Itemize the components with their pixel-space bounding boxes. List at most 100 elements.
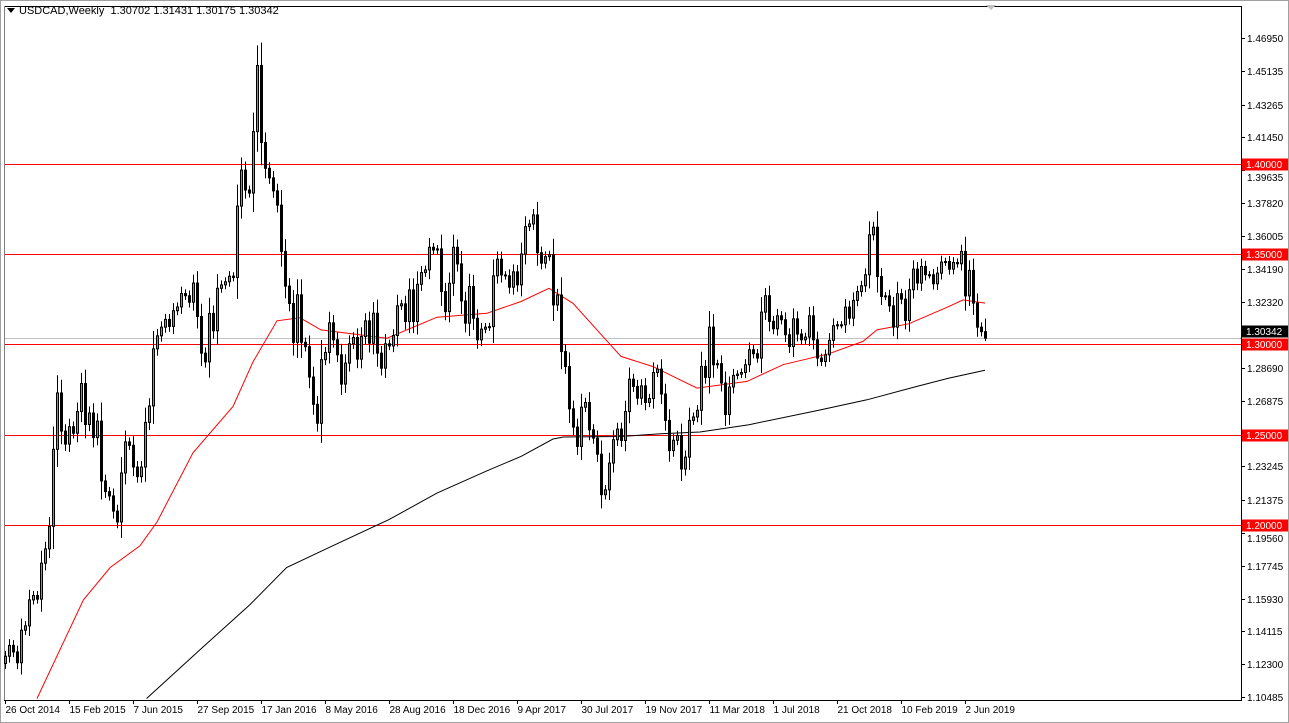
dropdown-triangle-icon[interactable]: [7, 8, 15, 13]
candle-bear: [848, 306, 851, 319]
candle-bull: [760, 311, 763, 359]
y-tick-label: 1.14115: [1247, 627, 1283, 638]
candle-bear: [168, 318, 171, 327]
candle-bull: [396, 305, 399, 336]
candle-bull: [496, 258, 499, 277]
candle-bull: [688, 419, 691, 458]
candle-bull: [860, 285, 863, 293]
candle-bear: [380, 352, 383, 369]
candle-bear: [984, 331, 987, 339]
level-price-label-bg: [1242, 519, 1288, 532]
candle-bull: [872, 226, 875, 236]
candle-bear: [592, 429, 595, 439]
candle-bull: [372, 312, 375, 344]
candle-bull: [580, 406, 583, 447]
candle-bear: [900, 293, 903, 300]
plot-area[interactable]: [4, 6, 1242, 701]
candle-bull: [608, 462, 611, 491]
candle-bear: [800, 333, 803, 341]
candle-bear: [472, 285, 475, 319]
candle-bull: [484, 326, 487, 330]
candle-bear: [572, 408, 575, 428]
candle-bull: [156, 335, 159, 350]
candle-bear: [632, 378, 635, 387]
level-price-label-bg: [1242, 158, 1288, 171]
candle-bear: [720, 363, 723, 384]
candle-bear: [336, 339, 339, 356]
candle-bull: [824, 354, 827, 362]
candle-bear: [136, 466, 139, 478]
level-price-label-bg: [1242, 338, 1288, 351]
candle-bull: [424, 269, 427, 274]
candle-bear: [332, 322, 335, 341]
candle-bull: [532, 214, 535, 225]
candle-bear: [132, 444, 135, 468]
candle-bull: [172, 310, 175, 327]
candle-bear: [376, 312, 379, 354]
candle-bear: [308, 346, 311, 378]
candle-bull: [88, 412, 91, 426]
candle-bull: [480, 328, 483, 341]
candle-bull: [252, 131, 255, 194]
candle-bear: [340, 354, 343, 385]
level-price-label-bg: [1242, 248, 1288, 261]
x-tick-label: 27 Sep 2015: [198, 705, 255, 716]
candle-bear: [64, 430, 67, 445]
candle-bear: [788, 334, 791, 347]
y-tick-label: 1.19560: [1247, 534, 1284, 545]
candle-bull: [556, 294, 559, 306]
candle-bear: [204, 352, 207, 363]
candle-bear: [620, 428, 623, 441]
candle-bull: [828, 339, 831, 356]
candle-bull: [832, 325, 835, 341]
candle-bear: [956, 261, 959, 265]
candle-bear: [128, 441, 131, 446]
candle-bear: [288, 285, 291, 304]
candle-bear: [100, 420, 103, 482]
candle-bull: [968, 269, 971, 297]
candle-bull: [28, 599, 31, 627]
candle-bear: [588, 402, 591, 431]
candle-bear: [356, 336, 359, 360]
candle-bear: [456, 246, 459, 265]
level-price-label: 1.35000: [1246, 250, 1283, 261]
y-tick-label: 1.12300: [1247, 660, 1284, 671]
candle-bear: [16, 651, 19, 664]
candle-bear: [812, 315, 815, 341]
candle-bull: [528, 223, 531, 228]
candle-bear: [284, 250, 287, 287]
candle-bull: [652, 372, 655, 400]
candle-bear: [316, 403, 319, 424]
candle-bull: [384, 343, 387, 369]
candle-bull: [492, 275, 495, 328]
candle-bull: [884, 295, 887, 298]
candle-bear: [664, 393, 667, 421]
candle-bull: [920, 265, 923, 284]
level-price-label: 1.20000: [1246, 521, 1283, 532]
candle-bear: [268, 167, 271, 179]
candle-bull: [192, 282, 195, 303]
candle-bull: [844, 306, 847, 326]
candle-bull: [392, 334, 395, 347]
candle-bull: [220, 284, 223, 289]
candle-bull: [124, 441, 127, 474]
candle-bear: [964, 250, 967, 297]
candle-bear: [916, 268, 919, 284]
candle-bear: [12, 644, 15, 653]
x-tick-label: 21 Oct 2018: [838, 705, 893, 716]
candle-bear: [564, 351, 567, 368]
chart-shift-marker-icon[interactable]: [986, 5, 996, 10]
candle-bear: [260, 64, 263, 143]
candle-bull: [672, 439, 675, 452]
candle-bull: [228, 275, 231, 283]
candle-bear: [596, 437, 599, 455]
candle-bull: [20, 629, 23, 664]
y-tick-label: 1.37820: [1247, 199, 1284, 210]
candle-bull: [840, 324, 843, 327]
chart-title: USDCAD,Weekly 1.30702 1.31431 1.30175 1.…: [7, 5, 279, 17]
candle-bear: [948, 261, 951, 270]
candle-bear: [680, 435, 683, 470]
bid-price-label-bg: [1242, 325, 1288, 338]
y-tick-label: 1.36005: [1247, 232, 1284, 243]
